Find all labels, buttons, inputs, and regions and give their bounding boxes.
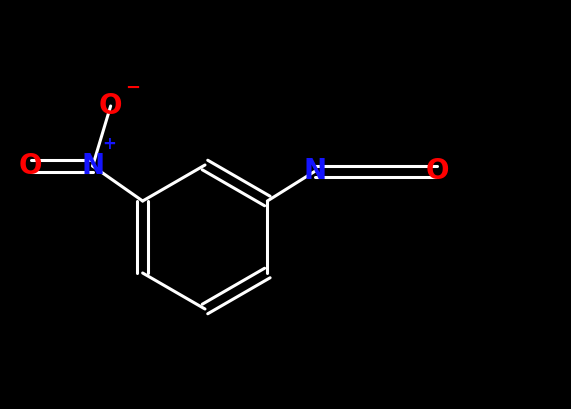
Text: −: −: [125, 79, 140, 97]
Text: N: N: [81, 152, 104, 180]
Text: +: +: [103, 135, 116, 153]
Text: O: O: [425, 157, 449, 185]
Text: O: O: [19, 152, 42, 180]
Text: O: O: [99, 92, 122, 120]
Text: N: N: [304, 157, 327, 185]
